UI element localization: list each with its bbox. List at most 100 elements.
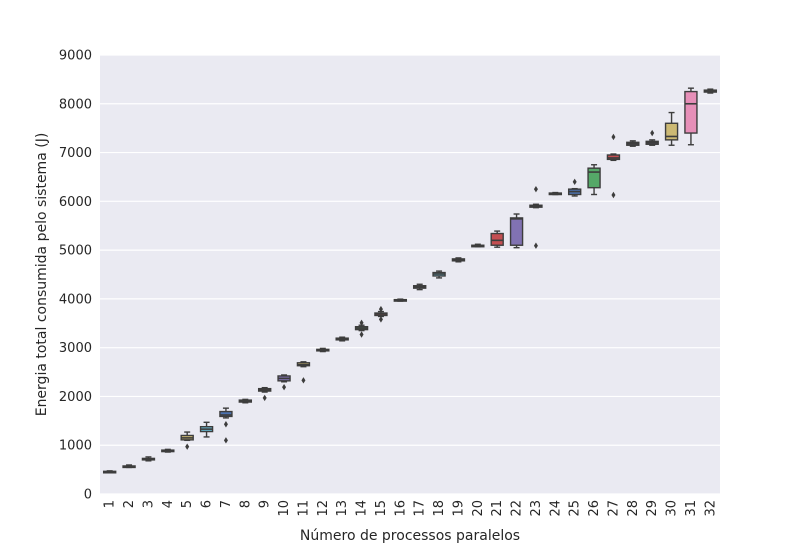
box-body <box>587 167 601 189</box>
x-tick-label: 22 <box>510 500 525 517</box>
x-tick-label: 16 <box>393 500 408 517</box>
outlier-point <box>650 129 655 137</box>
y-tick-label: 1000 <box>59 439 92 454</box>
outlier-point <box>359 331 364 338</box>
x-tick-label: 6 <box>200 500 215 508</box>
box-11 <box>296 361 311 384</box>
box-8 <box>238 398 253 404</box>
y-tick-label: 4000 <box>59 292 92 307</box>
box-15 <box>374 305 388 323</box>
box-6 <box>199 421 214 438</box>
box-19 <box>451 257 466 263</box>
x-tick-label: 23 <box>529 500 544 517</box>
box-24 <box>548 191 563 196</box>
x-tick-label: 17 <box>413 500 428 517</box>
box-body <box>490 232 504 246</box>
y-tick-label: 0 <box>84 488 92 503</box>
box-body <box>664 122 679 141</box>
outlier-point <box>533 242 538 249</box>
x-tick-label: 30 <box>665 500 680 517</box>
outlier-point <box>572 178 577 186</box>
box-9 <box>257 386 272 402</box>
x-tick-label: 7 <box>219 500 234 508</box>
box-25 <box>567 178 582 197</box>
x-tick-label: 31 <box>684 500 699 517</box>
box-1 <box>102 470 117 474</box>
outlier-point <box>223 437 228 444</box>
box-17 <box>412 283 427 291</box>
outlier-point <box>301 377 306 384</box>
box-28 <box>626 140 640 147</box>
y-tick-label: 8000 <box>59 97 92 112</box>
x-tick-label: 27 <box>606 500 621 517</box>
x-tick-label: 24 <box>548 500 563 517</box>
box-16 <box>393 298 408 302</box>
box-20 <box>471 243 485 248</box>
x-tick-label: 15 <box>374 500 389 517</box>
box-13 <box>335 336 349 342</box>
x-tick-label: 20 <box>471 500 486 517</box>
box-5 <box>180 431 194 450</box>
y-tick-label: 3000 <box>59 341 92 356</box>
box-7 <box>219 407 233 444</box>
x-tick-label: 13 <box>335 500 350 517</box>
box-22 <box>509 213 524 249</box>
outlier-point <box>378 305 383 313</box>
x-tick-label: 26 <box>587 500 602 517</box>
y-tick-label: 6000 <box>59 195 92 210</box>
x-tick-label: 21 <box>490 500 505 517</box>
box-body <box>684 90 698 134</box>
box-4 <box>161 448 175 453</box>
box-2 <box>122 464 136 469</box>
x-tick-label: 32 <box>703 500 718 517</box>
box-body <box>509 217 524 246</box>
box-27 <box>606 133 621 199</box>
plot-background <box>100 55 720 494</box>
box-21 <box>490 230 504 248</box>
y-axis-label: Energia total consumida pelo sistema (J) <box>34 133 50 417</box>
x-tick-label: 9 <box>258 500 273 508</box>
box-23 <box>529 185 543 249</box>
y-tick-label: 5000 <box>59 244 92 259</box>
x-tick-label: 4 <box>161 500 176 508</box>
box-18 <box>432 270 446 279</box>
box-14 <box>354 319 369 338</box>
outlier-point <box>282 383 287 391</box>
y-axis-ticks: 0 1000 2000 3000 4000 5000 6000 7000 8000 9000 <box>59 49 92 503</box>
outlier-point <box>611 133 616 141</box>
gridlines <box>100 54 720 495</box>
x-tick-label: 10 <box>277 500 292 517</box>
x-tick-label: 8 <box>238 500 253 508</box>
outlier-point <box>223 421 228 428</box>
outlier-point <box>185 443 190 450</box>
box-26 <box>587 164 601 196</box>
box-10 <box>277 374 291 391</box>
x-tick-label: 12 <box>316 500 331 517</box>
x-tick-label: 14 <box>355 500 370 517</box>
box-12 <box>316 347 330 353</box>
box-29 <box>645 129 659 146</box>
y-tick-label: 7000 <box>59 146 92 161</box>
outlier-point <box>533 185 538 193</box>
x-tick-label: 19 <box>451 500 466 517</box>
x-tick-label: 2 <box>122 500 137 508</box>
x-tick-label: 5 <box>180 500 195 508</box>
x-tick-label: 3 <box>141 500 156 508</box>
box-30 <box>664 111 679 146</box>
outlier-point <box>611 191 616 199</box>
x-tick-label: 1 <box>103 500 118 508</box>
x-axis-label: Número de processos paralelos <box>300 528 520 544</box>
box-32 <box>703 88 718 94</box>
outlier-point <box>378 316 383 323</box>
x-axis-ticks: 1 2 3 4 5 6 7 8 9 10 11 12 13 14 15 16 17 18 19 20 21 22 23 24 2… <box>103 500 719 517</box>
x-tick-label: 18 <box>432 500 447 517</box>
x-tick-label: 25 <box>568 500 583 517</box>
box-body <box>219 410 233 418</box>
y-tick-label: 2000 <box>59 390 92 405</box>
x-tick-label: 29 <box>645 500 660 517</box>
box-31 <box>684 87 698 146</box>
outlier-point <box>359 319 364 326</box>
outlier-point <box>262 394 267 402</box>
x-tick-label: 11 <box>296 500 311 517</box>
box-3 <box>141 456 156 462</box>
